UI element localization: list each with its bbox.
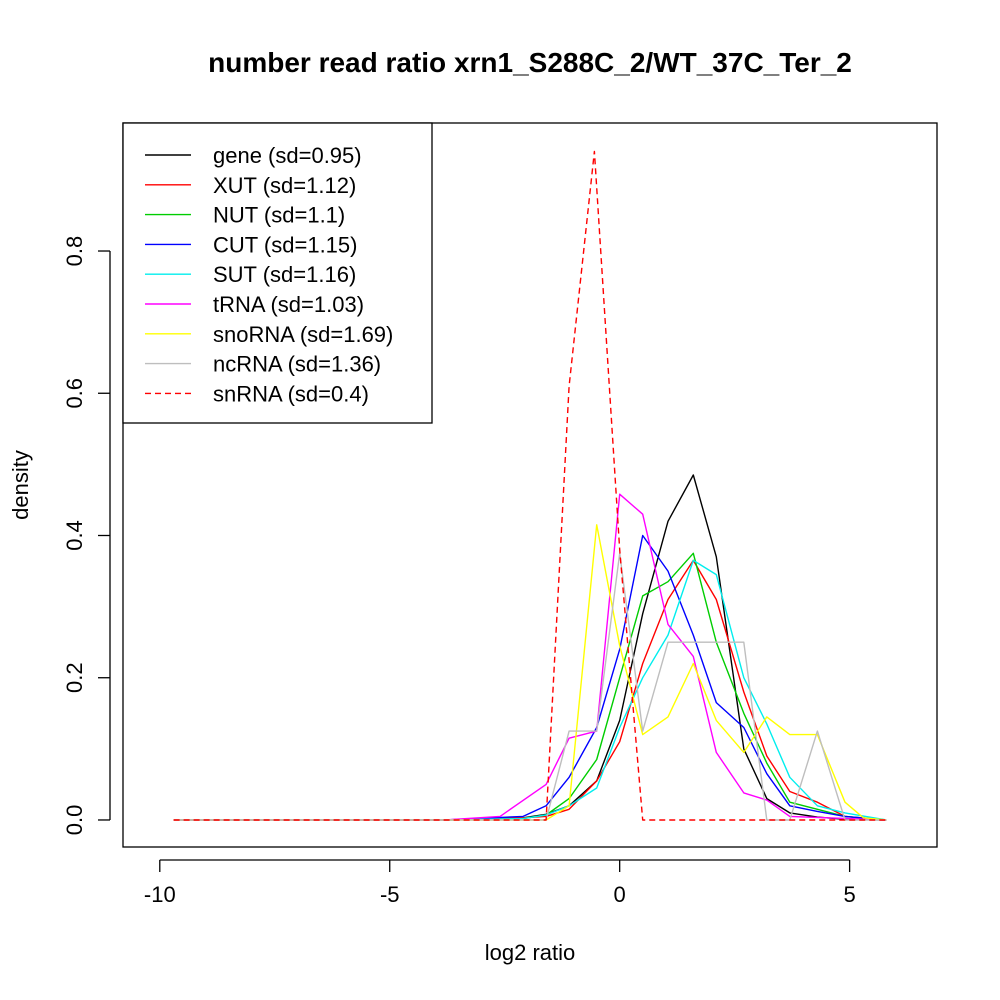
y-tick-label: 0.8 bbox=[62, 236, 87, 267]
legend-label: snRNA (sd=0.4) bbox=[213, 381, 369, 406]
series-line bbox=[173, 150, 887, 821]
plot-frame bbox=[122, 122, 938, 848]
y-tick-label: 0.0 bbox=[62, 805, 87, 836]
series-line bbox=[173, 552, 887, 821]
legend-label: SUT (sd=1.16) bbox=[213, 262, 356, 287]
legend-label: gene (sd=0.95) bbox=[213, 143, 362, 168]
x-tick-label: 0 bbox=[614, 882, 626, 907]
series-line bbox=[173, 559, 887, 821]
y-axis-label: density bbox=[8, 450, 33, 520]
x-tick-label: -5 bbox=[380, 882, 400, 907]
legend-box bbox=[122, 122, 433, 424]
chart-title: number read ratio xrn1_S288C_2/WT_37C_Te… bbox=[208, 47, 852, 78]
y-tick-label: 0.2 bbox=[62, 662, 87, 693]
x-axis-label: log2 ratio bbox=[485, 940, 576, 965]
y-tick-label: 0.6 bbox=[62, 378, 87, 409]
legend-label: NUT (sd=1.1) bbox=[213, 203, 345, 228]
series-line bbox=[173, 474, 887, 821]
legend-label: XUT (sd=1.12) bbox=[213, 173, 356, 198]
legend-label: CUT (sd=1.15) bbox=[213, 232, 357, 257]
x-tick-label: 5 bbox=[843, 882, 855, 907]
y-axis: 0.0 0.2 0.4 0.6 0.8 bbox=[62, 236, 111, 836]
x-tick-label: -10 bbox=[144, 882, 176, 907]
legend-label: ncRNA (sd=1.36) bbox=[213, 352, 381, 377]
series-layer bbox=[173, 150, 887, 821]
series-line bbox=[173, 493, 887, 821]
series-line bbox=[173, 534, 887, 821]
legend: gene (sd=0.95) XUT (sd=1.12) NUT (sd=1.1) C… bbox=[122, 122, 433, 424]
legend-label: tRNA (sd=1.03) bbox=[213, 292, 364, 317]
legend-label: snoRNA (sd=1.69) bbox=[213, 322, 393, 347]
series-line bbox=[173, 524, 887, 821]
x-axis: -10 -5 0 5 bbox=[144, 859, 856, 907]
y-tick-label: 0.4 bbox=[62, 520, 87, 551]
